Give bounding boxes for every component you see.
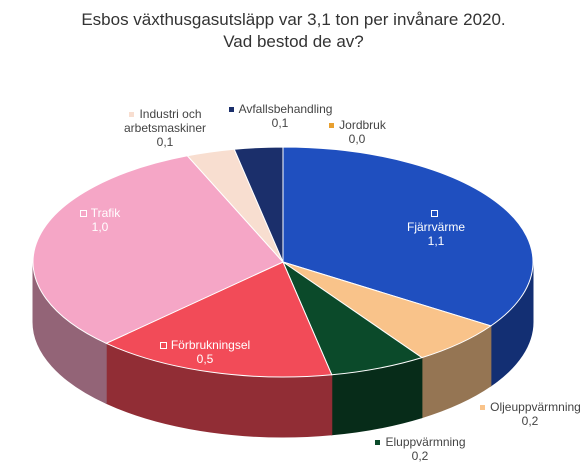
legend-marker	[128, 111, 136, 119]
value-label: 0,1	[271, 116, 289, 130]
slice-label: Eluppvärmning 0,2	[365, 435, 475, 463]
legend-marker	[328, 122, 336, 130]
category-name: Eluppvärmning	[385, 435, 466, 449]
category-name: Fjärrvärme	[406, 220, 465, 234]
slice-label: Trafik 1,0	[60, 206, 140, 234]
legend-marker	[374, 439, 382, 447]
value-label: 1,0	[91, 220, 109, 234]
legend-marker	[479, 404, 487, 412]
value-label: 0,2	[521, 414, 539, 428]
slice	[32, 155, 284, 344]
value-label: 0,1	[156, 135, 174, 149]
sides	[32, 261, 534, 438]
value-label: 0,0	[348, 132, 366, 146]
legend-marker	[430, 210, 438, 218]
legend-marker	[159, 342, 167, 350]
value-label: 1,1	[427, 234, 445, 248]
category-name: Industri och arbetsmaskiner	[123, 107, 207, 135]
tops	[32, 146, 534, 378]
slice-label: Industri och arbetsmaskiner 0,1	[115, 107, 215, 149]
category-name: Förbrukningsel	[170, 338, 251, 352]
legend-marker	[227, 106, 235, 114]
category-name: Jordbruk	[339, 118, 386, 132]
category-name: Trafik	[90, 206, 121, 220]
slice-label: Oljeuppvärmning 0,2	[465, 400, 587, 428]
category-name: Avfallsbehandling	[238, 102, 333, 116]
category-name: Oljeuppvärmning	[490, 400, 581, 414]
slice-label: Avfallsbehandling 0,1	[220, 102, 340, 130]
value-label: 0,2	[411, 449, 429, 463]
slice-label: Förbrukningsel 0,5	[145, 338, 265, 366]
chart-title: Vad bestod de av?	[223, 32, 364, 51]
chart-title: Esbos växthusgasutsläpp var 3,1 ton per …	[81, 10, 506, 29]
slice-label: Jordbruk 0,0	[317, 118, 397, 146]
legend-marker	[79, 210, 87, 218]
value-label: 0,5	[196, 352, 214, 366]
slice-label: Fjärrvärme 1,1	[406, 206, 466, 248]
